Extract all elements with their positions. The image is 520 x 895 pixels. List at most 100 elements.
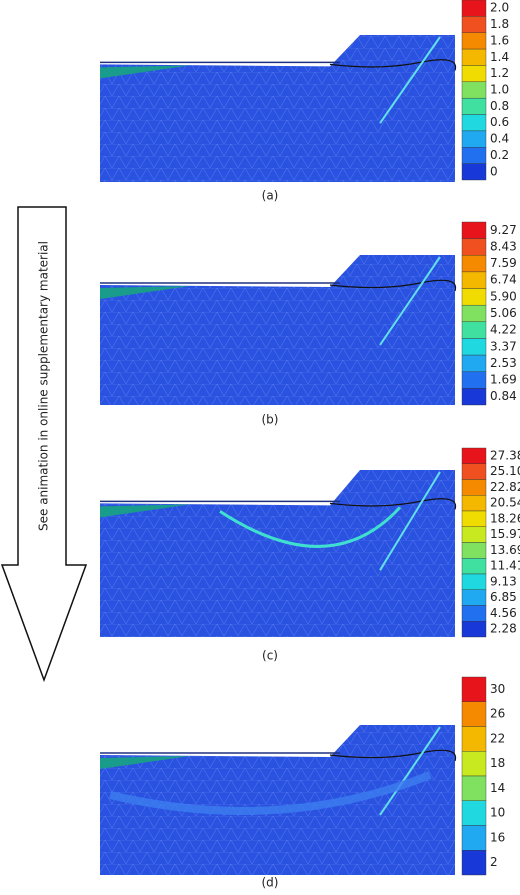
colorbar-band bbox=[461, 97, 487, 115]
colorbar-label: 18.26 bbox=[490, 511, 520, 525]
slip-line bbox=[329, 279, 457, 292]
colorbar-label: 4.22 bbox=[490, 323, 517, 337]
colorbar-band bbox=[461, 130, 487, 148]
model-body bbox=[100, 470, 455, 637]
colorbar-band bbox=[461, 271, 487, 289]
colorbar-band bbox=[461, 800, 487, 826]
colorbar-label: 2.28 bbox=[490, 622, 517, 636]
panel: 27.38 25.10 22.82 20.5418.26 15.97 13.69 11.41… bbox=[100, 447, 520, 663]
colorbar-band bbox=[461, 16, 487, 33]
colorbar-band bbox=[461, 32, 487, 50]
panel-label: (d) bbox=[262, 876, 279, 890]
colorbar-band bbox=[461, 726, 487, 752]
colorbar-label: 3.37 bbox=[490, 339, 517, 353]
colorbar-band bbox=[461, 479, 487, 496]
colorbar-band bbox=[461, 81, 487, 99]
shear-band bbox=[379, 256, 441, 346]
soft-layer bbox=[100, 504, 190, 518]
shear-band bbox=[379, 36, 441, 124]
colorbar-band bbox=[461, 114, 487, 132]
colorbar-band bbox=[461, 589, 487, 606]
colorbar-band bbox=[461, 163, 487, 181]
colorbar-label: 1.4 bbox=[490, 50, 509, 64]
panel: 30 26 22 18 14 10 16 2 (d) bbox=[100, 676, 505, 890]
colorbar-label: 0 bbox=[490, 164, 498, 178]
model-body bbox=[100, 35, 455, 182]
colorbar-band bbox=[461, 558, 487, 575]
panel: 9.27 8.43 7.59 6.74 5.90 5.06 4.22 3.37 2.53 1.69… bbox=[100, 221, 517, 427]
colorbar-label: 10 bbox=[490, 806, 505, 820]
model-body bbox=[100, 255, 455, 405]
plastic-zone bbox=[109, 771, 432, 815]
colorbar-label: 27.38 bbox=[490, 448, 520, 462]
colorbar-label: 9.13 bbox=[490, 574, 517, 588]
colorbar-label: 1.6 bbox=[490, 33, 509, 47]
colorbar-label: 15.97 bbox=[490, 527, 520, 541]
colorbar-band bbox=[461, 304, 487, 323]
colorbar-label: 9.27 bbox=[490, 223, 517, 237]
colorbar-label: 2.53 bbox=[490, 356, 517, 370]
colorbar-label: 22.82 bbox=[490, 480, 520, 494]
colorbar-band bbox=[461, 354, 487, 372]
colorbar-band bbox=[461, 701, 487, 727]
colorbar-band bbox=[461, 495, 487, 512]
colorbar-label: 26 bbox=[490, 707, 505, 721]
slip-line bbox=[329, 498, 457, 510]
colorbar-band bbox=[461, 510, 487, 527]
colorbar-band bbox=[461, 48, 487, 66]
colorbar-label: 30 bbox=[490, 682, 505, 696]
colorbar-band bbox=[461, 0, 487, 17]
colorbar-band bbox=[461, 573, 487, 590]
colorbar-label: 5.06 bbox=[490, 306, 517, 320]
panel: 2.0 1.8 1.6 1.4 1.2 1.0 0.8 0.6 0.4 0.2 0 (a) bbox=[100, 0, 509, 203]
colorbar-label: 18 bbox=[490, 756, 505, 770]
colorbar-label: 0.2 bbox=[490, 148, 509, 162]
colorbar-band bbox=[461, 371, 487, 389]
colorbar-band bbox=[461, 463, 487, 480]
colorbar-label: 0.84 bbox=[490, 389, 517, 403]
colorbar-label: 8.43 bbox=[490, 239, 517, 253]
colorbar-band bbox=[461, 321, 487, 339]
colorbar-label: 0.8 bbox=[490, 99, 509, 113]
colorbar-label: 1.2 bbox=[490, 66, 509, 80]
soft-layer bbox=[100, 65, 190, 79]
colorbar-label: 1.0 bbox=[490, 83, 509, 97]
colorbar-band bbox=[461, 255, 487, 273]
panel-label: (c) bbox=[262, 649, 278, 663]
colorbar-label: 2.0 bbox=[490, 1, 509, 15]
colorbar-band bbox=[461, 65, 487, 83]
colorbar-label: 7.59 bbox=[490, 256, 517, 270]
progress-arrow: See animation in online supplementary ma… bbox=[0, 206, 88, 683]
colorbar-label: 20.54 bbox=[490, 496, 520, 510]
colorbar-band bbox=[461, 288, 487, 306]
colorbar-label: 16 bbox=[490, 830, 505, 844]
colorbar-label: 14 bbox=[490, 781, 505, 795]
panel-label: (a) bbox=[262, 189, 279, 203]
colorbar-band bbox=[461, 605, 487, 622]
colorbar-label: 1.8 bbox=[490, 17, 509, 31]
colorbar-label: 1.69 bbox=[490, 373, 517, 387]
colorbar-band bbox=[461, 447, 487, 464]
model-body bbox=[100, 725, 455, 875]
colorbar-label: 25.10 bbox=[490, 464, 520, 478]
colorbar-band bbox=[461, 388, 487, 406]
colorbar-band bbox=[461, 751, 487, 777]
slip-line bbox=[329, 749, 457, 762]
colorbar-band bbox=[461, 526, 487, 543]
slip-line bbox=[329, 59, 457, 71]
colorbar-band bbox=[461, 775, 487, 801]
colorbar-band bbox=[461, 221, 487, 239]
colorbar-band bbox=[461, 621, 487, 638]
colorbar-label: 4.56 bbox=[490, 606, 517, 620]
colorbar-band bbox=[461, 676, 487, 702]
colorbar-band bbox=[461, 850, 487, 876]
colorbar-label: 6.74 bbox=[490, 273, 517, 287]
colorbar-band bbox=[461, 238, 487, 256]
shear-band bbox=[379, 471, 441, 571]
panel-label: (b) bbox=[262, 413, 279, 427]
colorbar-label: 2 bbox=[490, 855, 498, 869]
colorbar-label: 0.6 bbox=[490, 115, 509, 129]
colorbar-band bbox=[461, 147, 487, 164]
colorbar-band bbox=[461, 542, 487, 559]
